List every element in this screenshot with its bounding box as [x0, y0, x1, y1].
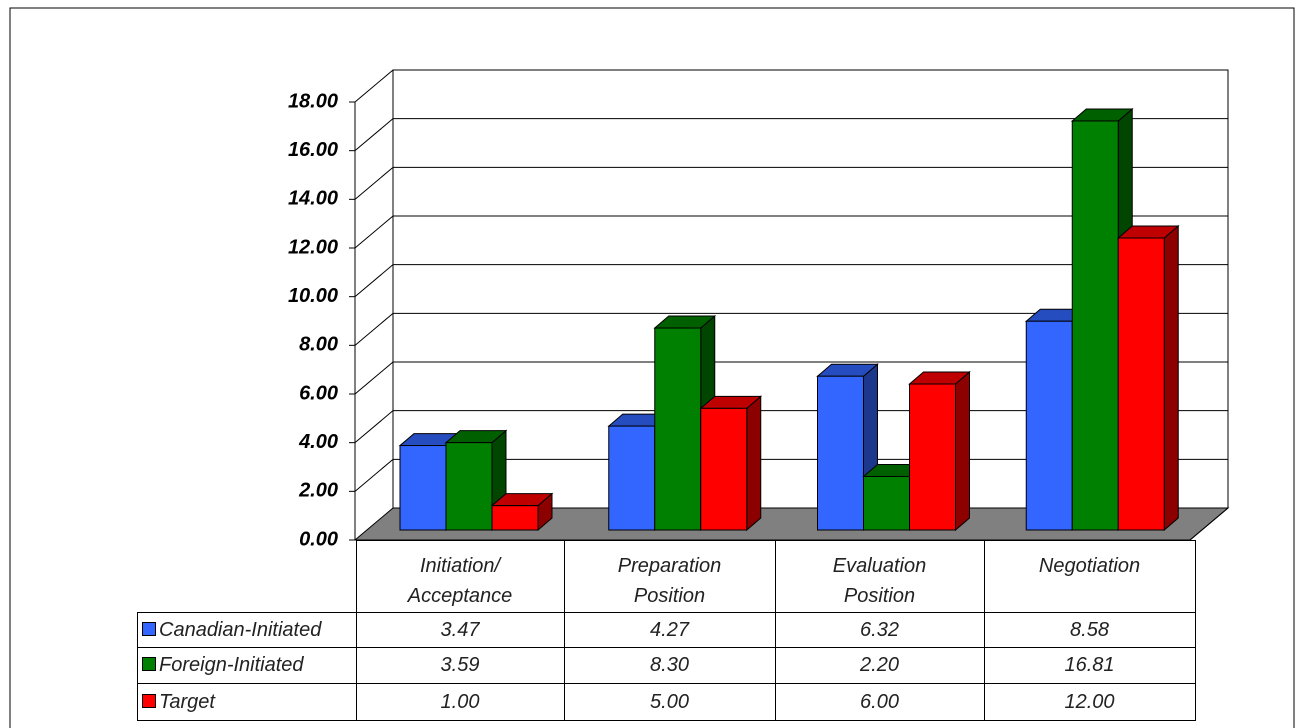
y-tick-label: 8.00 — [299, 334, 338, 356]
grid-line-side — [354, 312, 394, 346]
table-row: Target 1.00 5.00 6.00 12.00 — [137, 683, 1196, 721]
grid-line-side — [354, 166, 394, 200]
bar-side — [955, 370, 970, 532]
y-tick-label: 2.00 — [298, 480, 338, 502]
table-row: Canadian-Initiated 3.47 4.27 6.32 8.58 — [137, 612, 1196, 648]
grid-line-side — [354, 361, 394, 395]
value-label: 1.00 — [355, 683, 565, 721]
grid-line-side — [354, 264, 394, 298]
value-label: 3.59 — [355, 647, 565, 684]
value-label: 3.47 — [355, 612, 565, 648]
legend-cell: Foreign-Initiated — [137, 647, 357, 684]
bar — [491, 505, 539, 531]
value-label: 6.32 — [774, 612, 985, 648]
value-label: 2.20 — [774, 647, 985, 684]
y-tick-label: 14.00 — [288, 188, 338, 210]
bar — [399, 445, 447, 531]
grid-line-side — [354, 215, 394, 249]
header-row: Initiation/ Acceptance Preparation Positi… — [137, 540, 1196, 613]
y-tick-label: 4.00 — [298, 431, 338, 453]
grid-line-side — [354, 69, 394, 103]
x-tick-label: Initiation/ Acceptance — [355, 540, 565, 613]
table-row: Foreign-Initiated 3.59 8.30 2.20 16.81 — [137, 647, 1196, 684]
data-table: Initiation/ Acceptance Preparation Positi… — [137, 540, 1196, 721]
grid-line-side — [354, 410, 394, 444]
bar — [445, 442, 493, 531]
x-tick-label: Evaluation Position — [774, 540, 985, 613]
legend-label: Canadian-Initiated — [159, 618, 322, 641]
value-label: 4.27 — [563, 612, 776, 648]
legend-cell: Canadian-Initiated — [137, 612, 357, 648]
bar — [1117, 237, 1165, 531]
x-tick-label: Preparation Position — [563, 540, 776, 613]
bar — [608, 425, 656, 531]
legend-swatch — [142, 693, 156, 708]
x-tick-label: Negotiation — [983, 540, 1196, 613]
bar — [817, 375, 864, 531]
value-label: 8.30 — [563, 647, 776, 684]
legend-label: Target — [159, 690, 215, 713]
grid-line-side — [354, 458, 394, 492]
bar — [1025, 320, 1073, 531]
grid-line-side — [354, 118, 394, 152]
bar — [654, 327, 702, 531]
bar — [700, 407, 748, 531]
legend-label: Foreign-Initiated — [159, 654, 304, 676]
y-tick-label: 6.00 — [299, 382, 338, 404]
frame — [9, 7, 1295, 728]
value-label: 6.00 — [774, 683, 985, 721]
bar-side — [1163, 224, 1179, 532]
value-label: 5.00 — [563, 683, 776, 721]
y-tick-label: 18.00 — [288, 90, 338, 112]
legend-swatch — [142, 621, 156, 636]
y-tick-label: 10.00 — [288, 285, 338, 307]
y-tick-label: 12.00 — [288, 236, 338, 258]
legend-cell: Target — [137, 683, 357, 721]
bar — [1071, 120, 1119, 531]
value-label: 8.58 — [983, 612, 1196, 648]
legend-swatch — [142, 657, 156, 671]
value-label: 16.81 — [983, 647, 1196, 684]
value-label: 12.00 — [983, 683, 1196, 721]
bar-side — [746, 395, 762, 532]
bar — [909, 383, 956, 531]
corner — [137, 540, 357, 613]
plot: 0.002.004.006.008.0010.0012.0014.0016.00… — [288, 69, 1228, 550]
y-tick-label: 16.00 — [288, 139, 338, 161]
floor-edge — [1189, 507, 1229, 541]
bar — [863, 475, 910, 531]
